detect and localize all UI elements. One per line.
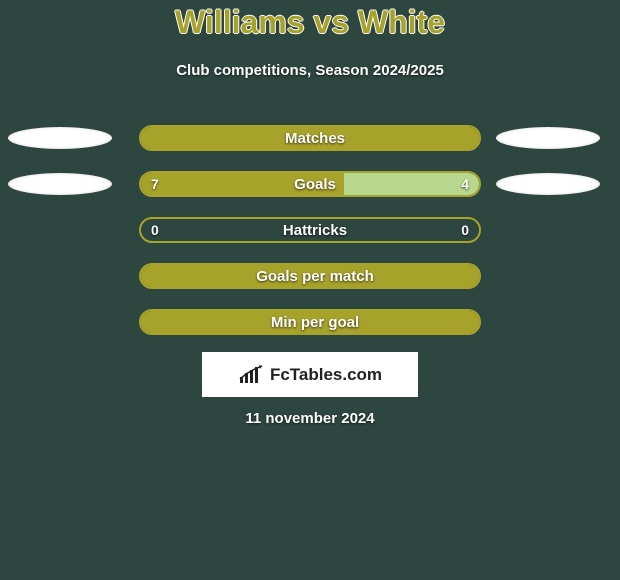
- stat-row-goals: Goals74: [0, 171, 620, 197]
- stat-row-matches: Matches: [0, 125, 620, 151]
- chart-icon: [238, 365, 264, 385]
- stat-bar: Goals per match: [139, 263, 481, 289]
- ellipse-right: [496, 173, 600, 195]
- attribution-logo: FcTables.com: [202, 352, 418, 397]
- bar-fill-left: [141, 265, 479, 287]
- stat-bar: Min per goal: [139, 309, 481, 335]
- attribution-text: FcTables.com: [270, 365, 382, 385]
- stat-value-right: 0: [461, 219, 469, 241]
- subtitle: Club competitions, Season 2024/2025: [0, 62, 620, 79]
- stat-row-min_per_goal: Min per goal: [0, 309, 620, 335]
- stat-bar: Goals74: [139, 171, 481, 197]
- stat-row-goals_per_match: Goals per match: [0, 263, 620, 289]
- stat-label: Hattricks: [141, 219, 479, 241]
- bar-fill-left: [141, 173, 344, 195]
- bar-fill-left: [141, 311, 479, 333]
- stat-row-hattricks: Hattricks0 0: [0, 217, 620, 243]
- ellipse-left: [8, 127, 112, 149]
- bar-fill-left: [141, 127, 479, 149]
- date-stamp: 11 november 2024: [0, 410, 620, 427]
- stat-bar: Matches: [139, 125, 481, 151]
- stat-bar: Hattricks0 0: [139, 217, 481, 243]
- comparison-infographic: Williams vs White Club competitions, Sea…: [0, 0, 620, 580]
- page-title: Williams vs White: [0, 4, 620, 41]
- bar-fill-right: [344, 173, 479, 195]
- ellipse-left: [8, 173, 112, 195]
- ellipse-right: [496, 127, 600, 149]
- stat-value-left: 0: [151, 219, 159, 241]
